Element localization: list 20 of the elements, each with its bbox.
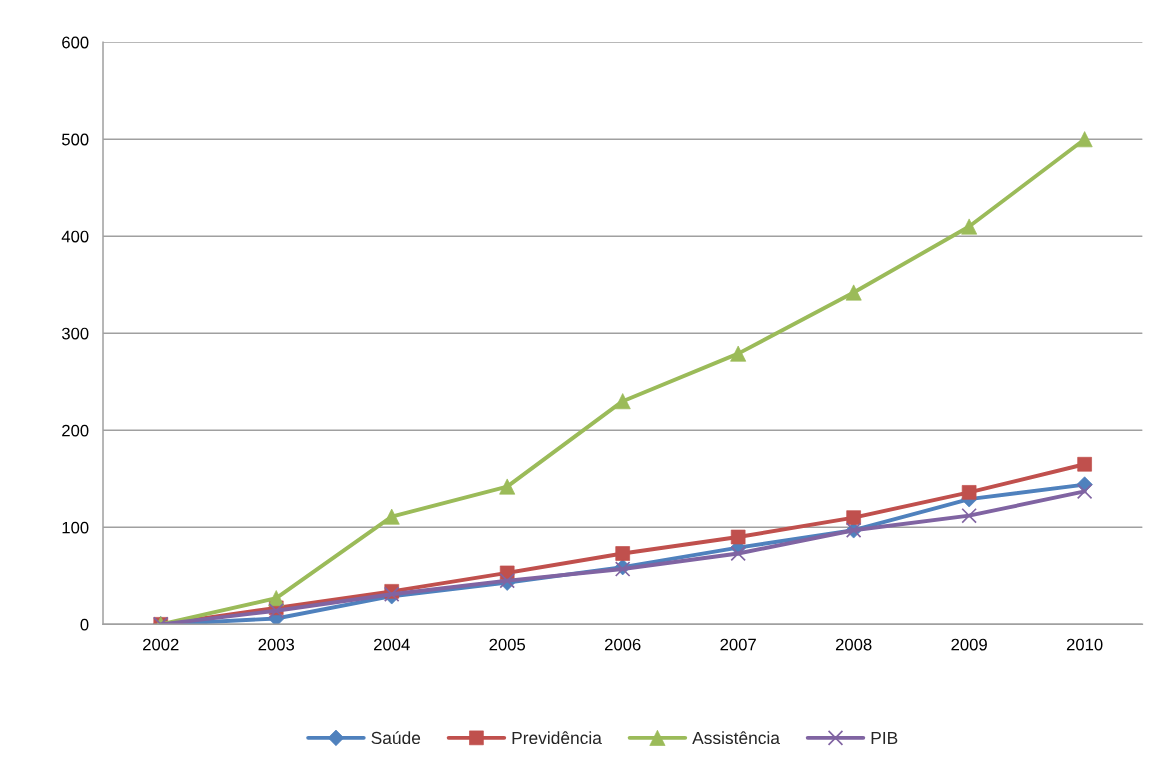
x-tick-label: 2004 <box>374 638 410 651</box>
legend-label: Saúde <box>371 731 421 745</box>
x-tick-label: 2006 <box>604 638 641 651</box>
y-tick-label: 0 <box>80 618 89 631</box>
x-tick-label: 2009 <box>951 638 987 651</box>
x-tick-label: 2010 <box>1066 638 1103 651</box>
legend-label: Previdência <box>512 731 602 745</box>
legend-label: PIB <box>871 731 898 744</box>
x-tick-label: 2002 <box>143 638 179 651</box>
x-tick-label: 2003 <box>258 638 295 651</box>
y-tick-label: 300 <box>61 327 89 340</box>
y-tick-label: 200 <box>62 424 89 437</box>
y-tick-label: 100 <box>62 521 89 534</box>
x-tick-label: 2007 <box>720 638 756 651</box>
y-tick-label: 600 <box>62 36 89 49</box>
x-tick-label: 2005 <box>489 638 526 651</box>
y-tick-label: 500 <box>61 133 89 146</box>
x-tick-label: 2008 <box>835 638 872 651</box>
legend-label: Assistência <box>692 731 780 745</box>
y-tick-label: 400 <box>61 230 89 243</box>
